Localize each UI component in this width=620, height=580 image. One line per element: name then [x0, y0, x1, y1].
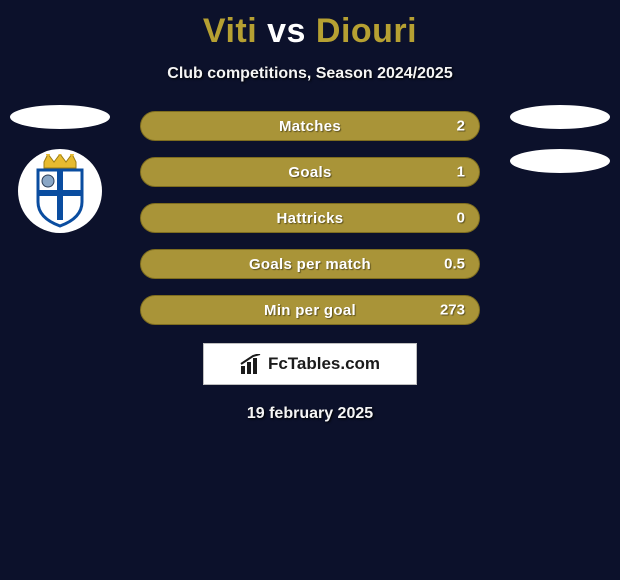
stat-value: 0.5	[444, 256, 465, 273]
subtitle: Club competitions, Season 2024/2025	[0, 65, 620, 83]
right-column	[510, 105, 610, 173]
stat-value: 2	[457, 118, 465, 135]
content: Matches 2 Goals 1 Hattricks 0 Goals per …	[0, 111, 620, 423]
stat-bars: Matches 2 Goals 1 Hattricks 0 Goals per …	[140, 111, 480, 325]
title-vs: vs	[267, 12, 306, 50]
stat-bar: Min per goal 273	[140, 295, 480, 325]
ball-icon	[42, 175, 54, 187]
crown-icon	[44, 154, 76, 168]
cross-h	[38, 190, 82, 196]
crest-icon	[28, 154, 92, 228]
stat-bar: Goals 1	[140, 157, 480, 187]
right-oval-1	[510, 105, 610, 129]
footer-logo[interactable]: FcTables.com	[203, 343, 417, 385]
stat-label: Min per goal	[264, 302, 356, 319]
stat-bar: Matches 2	[140, 111, 480, 141]
title-right: Diouri	[316, 12, 417, 50]
left-oval-1	[10, 105, 110, 129]
stat-label: Hattricks	[277, 210, 344, 227]
club-crest	[18, 149, 102, 233]
barchart-icon	[240, 354, 262, 374]
title-left: Viti	[203, 12, 257, 50]
stat-value: 1	[457, 164, 465, 181]
stat-bar: Goals per match 0.5	[140, 249, 480, 279]
stat-value: 0	[457, 210, 465, 227]
left-column	[10, 105, 110, 233]
stat-label: Goals per match	[249, 256, 371, 273]
right-oval-2	[510, 149, 610, 173]
date: 19 february 2025	[0, 405, 620, 423]
footer-logo-text: FcTables.com	[268, 354, 380, 374]
page-title: Viti vs Diouri	[0, 0, 620, 51]
stat-value: 273	[440, 302, 465, 319]
stat-label: Matches	[279, 118, 341, 135]
stat-label: Goals	[288, 164, 331, 181]
stat-bar: Hattricks 0	[140, 203, 480, 233]
